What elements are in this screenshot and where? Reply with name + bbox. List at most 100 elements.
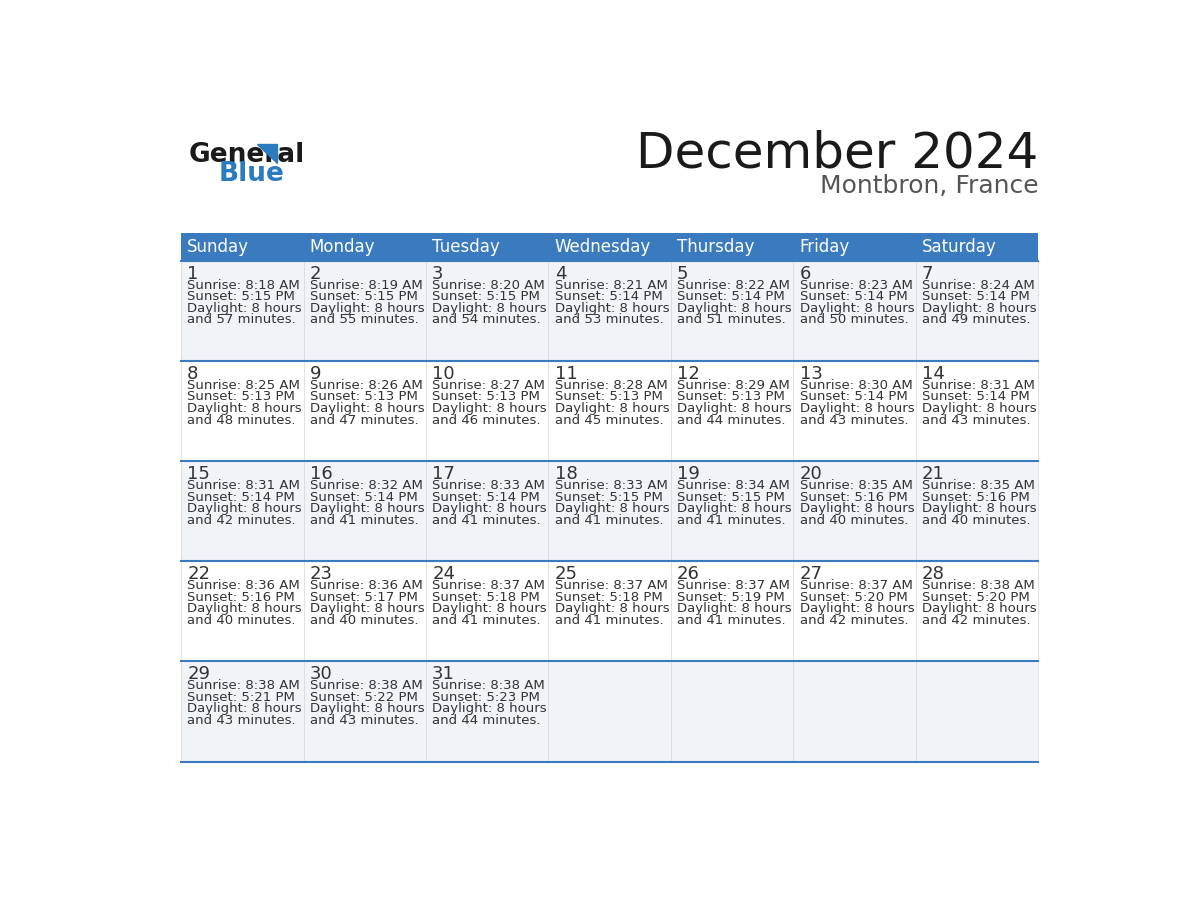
Text: 27: 27 — [800, 565, 822, 583]
Bar — [303, 261, 426, 361]
Text: Daylight: 8 hours: Daylight: 8 hours — [555, 402, 669, 415]
Bar — [181, 461, 303, 562]
Text: and 41 minutes.: and 41 minutes. — [432, 514, 541, 527]
Text: Sunset: 5:14 PM: Sunset: 5:14 PM — [555, 290, 663, 303]
Text: Daylight: 8 hours: Daylight: 8 hours — [677, 502, 791, 515]
Text: Daylight: 8 hours: Daylight: 8 hours — [555, 502, 669, 515]
Text: Daylight: 8 hours: Daylight: 8 hours — [800, 502, 914, 515]
Bar — [303, 461, 426, 562]
Text: Tuesday: Tuesday — [432, 238, 500, 256]
Text: Daylight: 8 hours: Daylight: 8 hours — [432, 602, 546, 615]
Text: and 40 minutes.: and 40 minutes. — [188, 614, 296, 627]
Text: 11: 11 — [555, 365, 577, 383]
Bar — [671, 662, 794, 762]
Text: Sunset: 5:15 PM: Sunset: 5:15 PM — [310, 290, 417, 303]
Text: Sunrise: 8:19 AM: Sunrise: 8:19 AM — [310, 279, 423, 292]
Text: Sunset: 5:14 PM: Sunset: 5:14 PM — [922, 390, 1030, 403]
Text: 15: 15 — [188, 465, 210, 483]
Bar — [916, 361, 1038, 461]
Text: and 42 minutes.: and 42 minutes. — [922, 614, 1030, 627]
Text: Daylight: 8 hours: Daylight: 8 hours — [677, 302, 791, 315]
Bar — [916, 562, 1038, 662]
Bar — [549, 662, 671, 762]
Text: and 43 minutes.: and 43 minutes. — [800, 413, 908, 427]
Text: Sunset: 5:13 PM: Sunset: 5:13 PM — [188, 390, 295, 403]
Text: Monday: Monday — [310, 238, 375, 256]
Text: and 57 minutes.: and 57 minutes. — [188, 313, 296, 327]
Bar — [916, 662, 1038, 762]
Text: Sunset: 5:17 PM: Sunset: 5:17 PM — [310, 590, 417, 604]
Text: Sunrise: 8:37 AM: Sunrise: 8:37 AM — [677, 579, 790, 592]
Text: 5: 5 — [677, 265, 689, 283]
Text: Sunset: 5:14 PM: Sunset: 5:14 PM — [800, 290, 908, 303]
Text: Sunrise: 8:37 AM: Sunrise: 8:37 AM — [555, 579, 668, 592]
Text: and 41 minutes.: and 41 minutes. — [677, 514, 785, 527]
Text: Sunset: 5:20 PM: Sunset: 5:20 PM — [922, 590, 1030, 604]
Text: Sunrise: 8:31 AM: Sunrise: 8:31 AM — [188, 479, 301, 492]
Text: and 40 minutes.: and 40 minutes. — [800, 514, 908, 527]
Bar — [426, 361, 549, 461]
Text: 17: 17 — [432, 465, 455, 483]
Text: and 45 minutes.: and 45 minutes. — [555, 413, 663, 427]
Text: 9: 9 — [310, 365, 321, 383]
Bar — [671, 361, 794, 461]
Text: Sunset: 5:14 PM: Sunset: 5:14 PM — [677, 290, 785, 303]
Bar — [671, 562, 794, 662]
Bar — [303, 361, 426, 461]
Text: Daylight: 8 hours: Daylight: 8 hours — [432, 402, 546, 415]
Text: Daylight: 8 hours: Daylight: 8 hours — [310, 702, 424, 715]
Text: Sunrise: 8:33 AM: Sunrise: 8:33 AM — [555, 479, 668, 492]
Text: 7: 7 — [922, 265, 934, 283]
Bar — [794, 261, 916, 361]
Text: Sunset: 5:15 PM: Sunset: 5:15 PM — [555, 490, 663, 504]
Bar — [916, 461, 1038, 562]
Text: Sunset: 5:18 PM: Sunset: 5:18 PM — [555, 590, 663, 604]
Text: Daylight: 8 hours: Daylight: 8 hours — [800, 602, 914, 615]
Text: Daylight: 8 hours: Daylight: 8 hours — [800, 302, 914, 315]
Text: 22: 22 — [188, 565, 210, 583]
Text: and 50 minutes.: and 50 minutes. — [800, 313, 908, 327]
Text: 12: 12 — [677, 365, 700, 383]
Text: Daylight: 8 hours: Daylight: 8 hours — [677, 602, 791, 615]
Text: Sunset: 5:13 PM: Sunset: 5:13 PM — [677, 390, 785, 403]
Text: and 43 minutes.: and 43 minutes. — [310, 714, 418, 727]
Text: Sunset: 5:16 PM: Sunset: 5:16 PM — [800, 490, 908, 504]
Text: Sunrise: 8:26 AM: Sunrise: 8:26 AM — [310, 379, 423, 392]
Text: 29: 29 — [188, 666, 210, 683]
Bar — [794, 461, 916, 562]
Bar — [794, 562, 916, 662]
Text: Sunset: 5:22 PM: Sunset: 5:22 PM — [310, 690, 417, 704]
Text: Sunrise: 8:32 AM: Sunrise: 8:32 AM — [310, 479, 423, 492]
Text: Daylight: 8 hours: Daylight: 8 hours — [677, 402, 791, 415]
Text: and 42 minutes.: and 42 minutes. — [188, 514, 296, 527]
Text: Sunrise: 8:20 AM: Sunrise: 8:20 AM — [432, 279, 545, 292]
Bar — [181, 361, 303, 461]
Bar — [794, 233, 916, 261]
Text: Sunset: 5:19 PM: Sunset: 5:19 PM — [677, 590, 785, 604]
Text: Daylight: 8 hours: Daylight: 8 hours — [310, 402, 424, 415]
Text: and 44 minutes.: and 44 minutes. — [432, 714, 541, 727]
Text: 2: 2 — [310, 265, 321, 283]
Bar — [181, 261, 303, 361]
Text: 30: 30 — [310, 666, 333, 683]
Text: 1: 1 — [188, 265, 198, 283]
Text: Sunrise: 8:24 AM: Sunrise: 8:24 AM — [922, 279, 1035, 292]
Text: Friday: Friday — [800, 238, 849, 256]
Text: Daylight: 8 hours: Daylight: 8 hours — [188, 702, 302, 715]
Text: 16: 16 — [310, 465, 333, 483]
Text: Sunrise: 8:36 AM: Sunrise: 8:36 AM — [310, 579, 423, 592]
Bar — [426, 562, 549, 662]
Bar — [549, 461, 671, 562]
Text: Sunset: 5:15 PM: Sunset: 5:15 PM — [677, 490, 785, 504]
Text: 13: 13 — [800, 365, 822, 383]
Text: 3: 3 — [432, 265, 443, 283]
Text: 23: 23 — [310, 565, 333, 583]
Text: Daylight: 8 hours: Daylight: 8 hours — [922, 502, 1037, 515]
Text: 25: 25 — [555, 565, 577, 583]
Bar — [671, 233, 794, 261]
Text: Daylight: 8 hours: Daylight: 8 hours — [188, 402, 302, 415]
Text: Sunrise: 8:27 AM: Sunrise: 8:27 AM — [432, 379, 545, 392]
Text: Sunset: 5:14 PM: Sunset: 5:14 PM — [310, 490, 417, 504]
Text: Sunrise: 8:23 AM: Sunrise: 8:23 AM — [800, 279, 912, 292]
Text: Daylight: 8 hours: Daylight: 8 hours — [188, 602, 302, 615]
